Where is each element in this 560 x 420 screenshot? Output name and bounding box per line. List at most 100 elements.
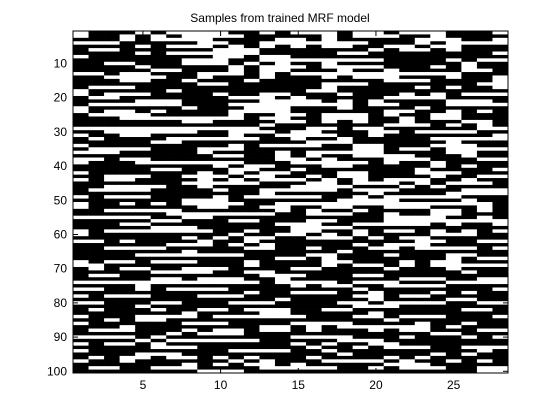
heatmap-cell [243, 277, 260, 282]
heatmap-cell [476, 75, 493, 80]
heatmap-cell [166, 92, 183, 97]
heatmap-cell [228, 37, 245, 42]
heatmap-cell [150, 181, 167, 186]
heatmap-cell [430, 249, 447, 254]
heatmap-cell [492, 133, 509, 138]
heatmap-cell [368, 263, 385, 268]
heatmap-cell [228, 195, 245, 199]
heatmap-cell [290, 181, 307, 186]
heatmap-cell [166, 232, 183, 237]
heatmap-cell [150, 160, 167, 165]
heatmap-cell [430, 222, 447, 227]
heatmap-cell [274, 236, 291, 240]
heatmap-cell [430, 181, 447, 186]
heatmap-cell [259, 219, 276, 223]
heatmap-cell [135, 208, 152, 213]
heatmap-cell [445, 102, 462, 107]
heatmap-cell [321, 137, 338, 141]
heatmap-cell [228, 256, 245, 261]
heatmap-cell [461, 181, 478, 186]
heatmap-cell [352, 304, 369, 309]
heatmap-cell [135, 133, 152, 138]
heatmap-cell [321, 164, 338, 169]
heatmap-cell [290, 116, 307, 121]
heatmap-cell [461, 92, 478, 97]
heatmap-cell [461, 99, 478, 104]
heatmap-cell [197, 119, 214, 124]
heatmap-cell [228, 164, 245, 169]
heatmap-cell [368, 178, 385, 182]
heatmap-cell [445, 236, 462, 240]
heatmap-cell [461, 31, 478, 35]
heatmap-cell [181, 92, 198, 97]
heatmap-cell [135, 270, 152, 275]
heatmap-cell [492, 113, 509, 117]
heatmap-cell [212, 342, 229, 346]
heatmap-cell [243, 75, 260, 80]
heatmap-cell [166, 208, 183, 213]
heatmap-cell [461, 174, 478, 179]
heatmap-cell [337, 321, 353, 326]
heatmap-cell [243, 54, 260, 59]
heatmap-cell [181, 123, 198, 128]
heatmap-cell [197, 342, 214, 346]
heatmap-cell [290, 174, 307, 179]
heatmap-cell [259, 150, 276, 155]
heatmap-cell [166, 195, 183, 199]
heatmap-cell [399, 150, 416, 155]
heatmap-cell [274, 280, 291, 285]
heatmap-cell [243, 126, 260, 131]
heatmap-cell [243, 130, 260, 134]
heatmap-cell [73, 164, 89, 169]
heatmap-cell [399, 51, 416, 56]
heatmap-cell [414, 72, 431, 76]
heatmap-cell [274, 164, 291, 169]
heatmap-cell [119, 212, 136, 217]
heatmap-cell [274, 92, 291, 97]
heatmap-cell [197, 318, 214, 323]
heatmap-cell [212, 171, 229, 175]
heatmap-cell [321, 260, 338, 264]
heatmap-cell [352, 352, 369, 357]
heatmap-cell [150, 41, 167, 46]
heatmap-cell [150, 335, 167, 340]
heatmap-cell [88, 54, 105, 59]
heatmap-cell [414, 369, 431, 374]
heatmap-cell [383, 362, 400, 367]
heatmap-cell [166, 273, 183, 278]
heatmap-cell [461, 150, 478, 155]
heatmap-cell [306, 137, 322, 141]
heatmap-cell [321, 37, 338, 42]
heatmap-cell [492, 78, 509, 83]
heatmap-cell [88, 75, 105, 80]
heatmap-cell [399, 301, 416, 305]
heatmap-cell [104, 82, 120, 87]
heatmap-cell [476, 345, 493, 350]
heatmap-cell [492, 263, 509, 268]
heatmap-cell [243, 102, 260, 107]
heatmap-cell [181, 130, 198, 134]
heatmap-cell [119, 109, 136, 114]
heatmap-cell [243, 290, 260, 295]
heatmap-cell [150, 277, 167, 282]
heatmap-cell [181, 95, 198, 100]
heatmap-cell [492, 284, 509, 288]
heatmap-cell [135, 263, 152, 268]
heatmap-cell [228, 263, 245, 268]
heatmap-cell [135, 260, 152, 264]
heatmap-cell [290, 41, 307, 46]
heatmap-cell [197, 191, 214, 196]
heatmap-cell [368, 191, 385, 196]
heatmap-cell [306, 236, 322, 240]
heatmap-cell [135, 331, 152, 336]
heatmap-cell [228, 113, 245, 117]
heatmap-cell [243, 119, 260, 124]
heatmap-cell [306, 164, 322, 169]
heatmap-cell [212, 239, 229, 244]
heatmap-cell [476, 205, 493, 210]
heatmap-cell [352, 249, 369, 254]
heatmap-cell [445, 164, 462, 169]
heatmap-cell [259, 359, 276, 364]
heatmap-cell [430, 294, 447, 299]
heatmap-cell [181, 188, 198, 193]
